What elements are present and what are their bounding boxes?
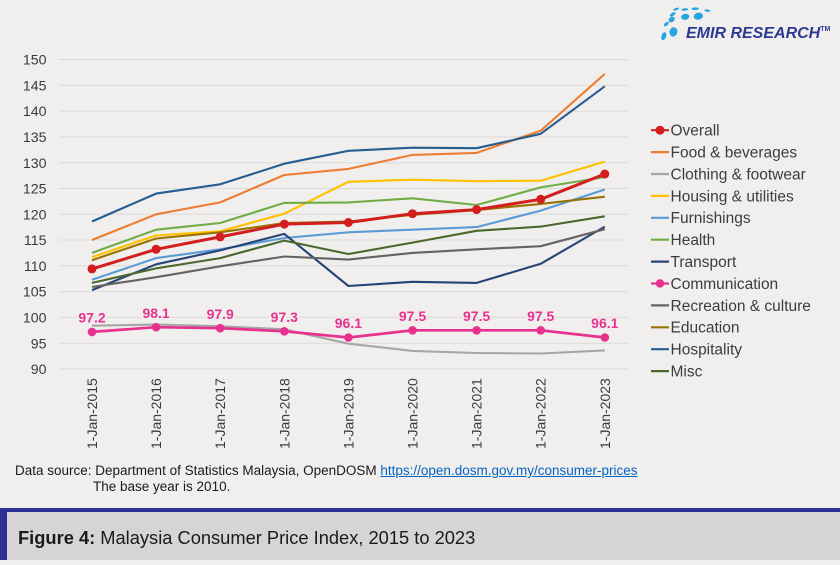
svg-text:1-Jan-2019: 1-Jan-2019 (340, 378, 356, 449)
svg-text:90: 90 (31, 362, 47, 378)
svg-text:Overall: Overall (671, 123, 720, 140)
svg-text:Health: Health (671, 232, 716, 249)
svg-text:95: 95 (31, 336, 47, 352)
svg-text:Communication: Communication (671, 276, 779, 293)
svg-text:110: 110 (24, 259, 47, 275)
svg-text:1-Jan-2020: 1-Jan-2020 (405, 378, 421, 449)
svg-text:1-Jan-2016: 1-Jan-2016 (148, 378, 164, 449)
svg-text:130: 130 (23, 156, 47, 172)
svg-text:1-Jan-2023: 1-Jan-2023 (597, 378, 613, 449)
svg-text:1-Jan-2021: 1-Jan-2021 (469, 378, 485, 449)
svg-text:97.2: 97.2 (78, 310, 105, 326)
svg-text:140: 140 (23, 104, 47, 120)
svg-text:97.5: 97.5 (463, 308, 490, 324)
svg-text:1-Jan-2017: 1-Jan-2017 (212, 378, 228, 449)
svg-text:100: 100 (23, 311, 47, 327)
svg-text:Education: Education (671, 320, 740, 337)
svg-text:Housing & utilities: Housing & utilities (671, 188, 794, 205)
svg-text:98.1: 98.1 (142, 305, 169, 321)
svg-text:1-Jan-2018: 1-Jan-2018 (276, 378, 292, 449)
svg-text:135: 135 (23, 130, 47, 146)
svg-text:97.5: 97.5 (399, 308, 426, 324)
svg-text:105: 105 (23, 285, 47, 301)
svg-text:Food & beverages: Food & beverages (671, 145, 798, 162)
svg-text:96.1: 96.1 (591, 315, 618, 331)
svg-text:Recreation & culture: Recreation & culture (671, 298, 811, 315)
svg-text:97.9: 97.9 (207, 306, 234, 322)
svg-text:145: 145 (23, 78, 47, 94)
svg-text:150: 150 (23, 53, 47, 69)
svg-text:1-Jan-2022: 1-Jan-2022 (533, 378, 549, 449)
svg-text:Transport: Transport (671, 254, 737, 271)
svg-text:96.1: 96.1 (335, 315, 362, 331)
svg-text:97.3: 97.3 (271, 309, 298, 325)
svg-text:125: 125 (23, 182, 47, 198)
svg-text:Furnishings: Furnishings (671, 210, 751, 227)
svg-text:1-Jan-2015: 1-Jan-2015 (84, 378, 100, 449)
svg-text:Clothing & footwear: Clothing & footwear (671, 166, 806, 183)
svg-text:Misc: Misc (671, 364, 703, 381)
svg-text:97.5: 97.5 (527, 308, 554, 324)
svg-text:120: 120 (23, 207, 47, 223)
svg-text:115: 115 (24, 233, 47, 249)
svg-text:Hospitality: Hospitality (671, 342, 743, 359)
